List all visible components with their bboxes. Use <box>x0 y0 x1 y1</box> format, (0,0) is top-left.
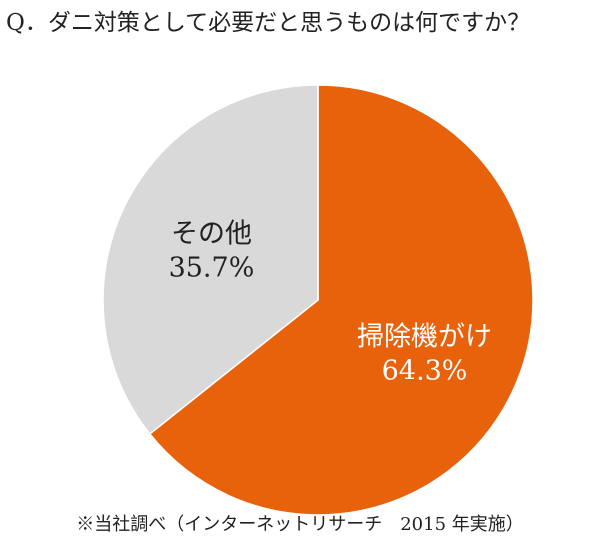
slice-value-2: 35.7% <box>169 253 255 284</box>
pie-slices <box>102 84 534 516</box>
pie-slice-2 <box>102 84 319 435</box>
question-title: Q．ダニ対策として必要だと思うものは何ですか？ <box>6 10 531 36</box>
slice-value-1: 64.3% <box>382 355 468 386</box>
slice-label-1: 掃除機がけ <box>357 321 492 352</box>
source-footnote: ※当社調べ（インターネットリサーチ 2015 年実施） <box>76 514 524 535</box>
pie-slice-1 <box>148 84 534 516</box>
slice-label-2: その他 <box>171 219 252 250</box>
